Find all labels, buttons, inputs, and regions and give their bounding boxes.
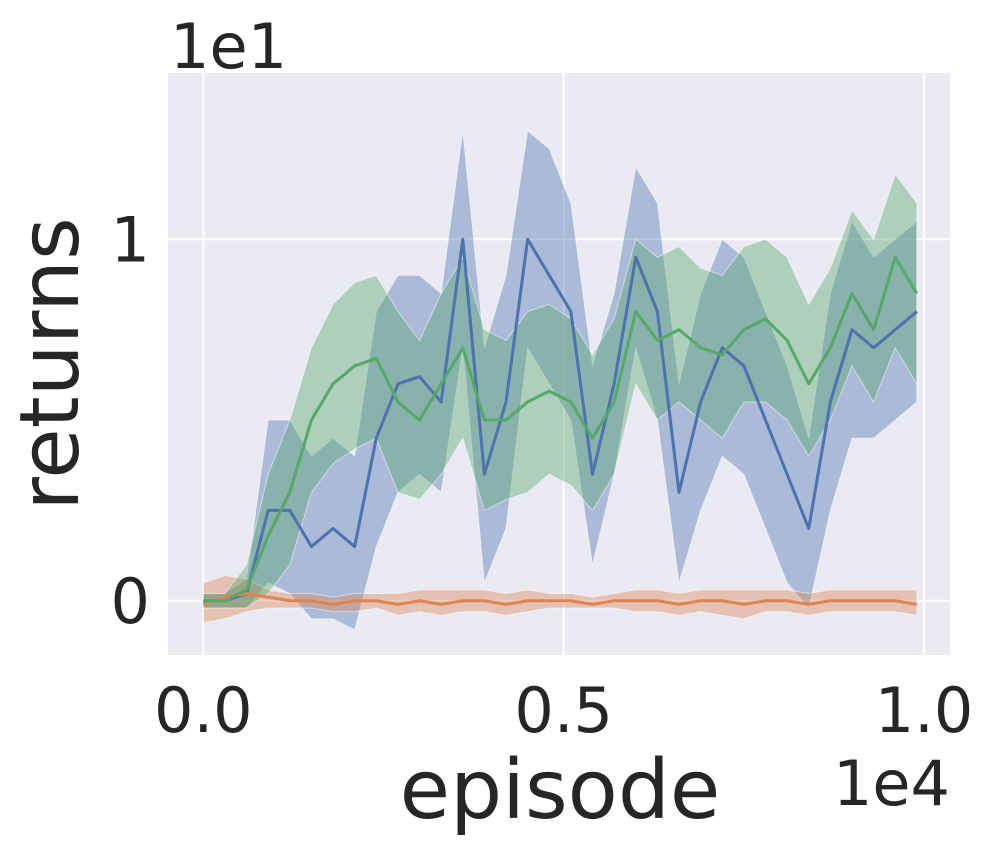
x-tick-label: 0.5 [514,674,613,747]
confidence-band [202,129,918,631]
y-axis-label: returns [3,217,98,510]
x-axis-label: episode [400,743,721,838]
x-tick-label: 1.0 [875,674,974,747]
marks [202,129,919,631]
series-line [203,255,919,603]
series-line [202,592,918,606]
x-offset-text: 1e4 [833,747,950,820]
y-tick-label: 0 [111,565,150,638]
confidence-band [202,574,918,624]
x-tick-label: 0.0 [154,674,253,747]
series-line [203,237,918,603]
y-tick-label: 1 [111,203,150,276]
labels: 1e1 1e4 episode returns 0.0 0.5 1.0 0 1 [3,10,973,838]
y-offset-text: 1e1 [170,10,287,83]
confidence-band [202,173,918,609]
